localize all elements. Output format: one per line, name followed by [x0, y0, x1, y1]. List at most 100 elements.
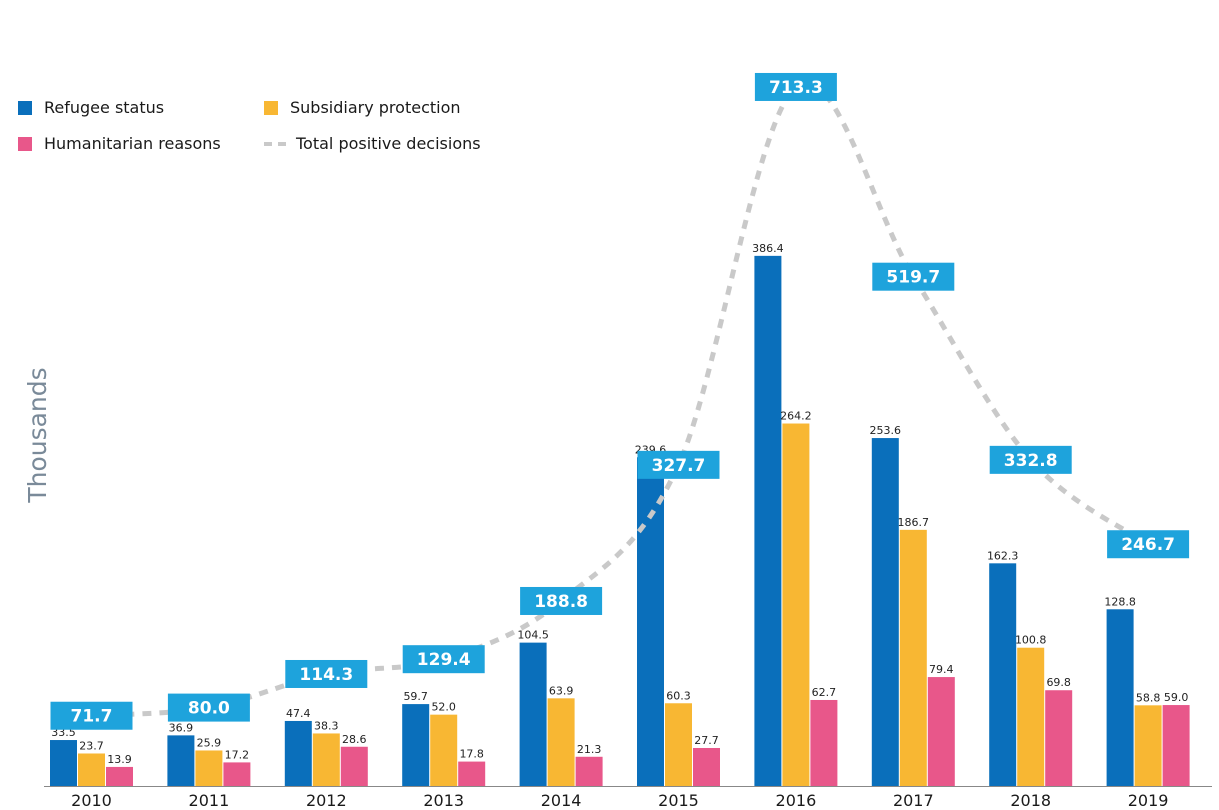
bar-subsidiary-protection-2012	[312, 733, 340, 786]
total-label-box	[637, 450, 720, 479]
total-label-box	[1107, 530, 1190, 559]
legend-label-refugee: Refugee status	[44, 98, 165, 117]
data-label: 17.8	[459, 748, 484, 761]
bar-refugee-status-2016	[754, 255, 782, 787]
total-label-box	[167, 693, 250, 722]
total-label-box	[50, 701, 133, 730]
total-label-text: 129.4	[417, 650, 471, 670]
x-tick-label: 2013	[423, 791, 464, 810]
legend-item-total: Total positive decisions	[264, 134, 481, 153]
data-label: 38.3	[314, 719, 339, 732]
bar-refugee-status-2019	[1106, 609, 1134, 786]
data-label: 28.6	[342, 733, 367, 746]
total-label-text: 519.7	[886, 268, 940, 288]
total-label-box	[872, 262, 955, 291]
total-label-2013: 129.4	[402, 645, 485, 674]
total-label-2015: 327.7	[637, 450, 720, 479]
x-tick-label: 2018	[1010, 791, 1051, 810]
x-tick-label: 2015	[658, 791, 699, 810]
legend-item-humanitarian: Humanitarian reasons	[18, 134, 221, 153]
total-label-2017: 519.7	[872, 262, 955, 291]
data-label: 36.9	[169, 721, 194, 734]
bar-refugee-status-2014	[519, 642, 547, 786]
data-label: 264.2	[780, 410, 812, 423]
bar-subsidiary-protection-2017	[899, 529, 927, 786]
bar-subsidiary-protection-2018	[1017, 647, 1045, 786]
data-label: 62.7	[812, 686, 837, 699]
bar-refugee-status-2017	[871, 438, 899, 786]
bar-humanitarian-reasons-2012	[340, 746, 368, 786]
bar-humanitarian-reasons-2010	[106, 766, 133, 786]
total-label-2012: 114.3	[285, 659, 368, 688]
legend-swatch-refugee	[18, 100, 32, 115]
bar-humanitarian-reasons-2011	[223, 762, 251, 786]
legend: Refugee status Subsidiary protection Hum…	[18, 98, 538, 158]
total-label-box	[520, 586, 603, 615]
total-label-box	[754, 72, 837, 101]
total-line-layer: 71.7 80.0 114.3 129.4 188.8 327.7 713.3 519.7 33…	[50, 72, 1190, 730]
x-tick-label: 2012	[306, 791, 347, 810]
legend-dash-total	[264, 141, 286, 146]
data-label: 47.4	[286, 707, 311, 720]
bar-humanitarian-reasons-2015	[693, 747, 720, 786]
x-tick-label: 2014	[541, 791, 582, 810]
data-label: 59.7	[403, 690, 428, 703]
data-label: 162.3	[987, 549, 1019, 562]
data-label: 17.2	[225, 748, 250, 761]
bar-refugee-status-2015	[637, 457, 664, 786]
bar-humanitarian-reasons-2018	[1045, 690, 1073, 786]
data-label: 25.9	[197, 736, 222, 749]
bar-humanitarian-reasons-2014	[575, 756, 603, 786]
total-label-2011: 80.0	[167, 693, 250, 722]
legend-item-refugee: Refugee status	[18, 98, 164, 117]
bar-refugee-status-2011	[167, 735, 195, 786]
total-label-text: 332.8	[1004, 451, 1058, 471]
total-label-2016: 713.3	[754, 72, 837, 101]
bar-humanitarian-reasons-2017	[927, 677, 955, 786]
total-label-text: 246.7	[1121, 535, 1175, 555]
data-label: 186.7	[898, 516, 930, 529]
total-label-2019: 246.7	[1107, 530, 1190, 559]
bar-humanitarian-reasons-2016	[810, 699, 838, 786]
data-label: 58.8	[1136, 691, 1161, 704]
data-label: 52.0	[431, 701, 456, 714]
total-label-box	[402, 645, 485, 674]
legend-label-total: Total positive decisions	[296, 134, 481, 153]
bar-subsidiary-protection-2019	[1134, 705, 1162, 786]
bar-subsidiary-protection-2014	[547, 698, 575, 786]
data-label: 100.8	[1015, 634, 1047, 647]
data-label: 128.8	[1104, 595, 1136, 608]
x-tick-label: 2010	[71, 791, 112, 810]
data-label: 63.9	[549, 684, 574, 697]
bar-subsidiary-protection-2013	[430, 714, 458, 786]
x-tick-label: 2016	[776, 791, 817, 810]
y-axis-label: Thousands	[23, 367, 52, 503]
total-label-2010: 71.7	[50, 701, 133, 730]
legend-label-subsidiary: Subsidiary protection	[290, 98, 461, 117]
x-tick-label: 2017	[893, 791, 934, 810]
x-axis: 2010 2011 2012 2013 2014 2015 2016 2017 2018 2019	[44, 786, 1212, 810]
data-label: 104.5	[517, 629, 549, 642]
data-label: 69.8	[1046, 676, 1071, 689]
data-label: 21.3	[577, 743, 602, 756]
bar-subsidiary-protection-2011	[195, 750, 223, 786]
bar-refugee-status-2018	[989, 563, 1017, 786]
total-label-text: 188.8	[534, 592, 588, 612]
bar-subsidiary-protection-2016	[782, 423, 810, 786]
bar-humanitarian-reasons-2013	[458, 761, 486, 786]
bar-subsidiary-protection-2015	[665, 703, 692, 786]
legend-swatch-humanitarian	[18, 136, 32, 151]
bar-refugee-status-2013	[402, 704, 430, 786]
data-label: 60.3	[666, 689, 691, 702]
total-label-text: 71.7	[71, 707, 113, 727]
total-label-text: 80.0	[188, 699, 230, 719]
total-label-text: 327.7	[652, 456, 706, 476]
data-label: 386.4	[752, 242, 784, 255]
data-label: 59.0	[1164, 691, 1189, 704]
data-label: 13.9	[107, 753, 132, 766]
bar-humanitarian-reasons-2019	[1162, 705, 1190, 786]
total-label-2014: 188.8	[520, 586, 603, 615]
data-label: 27.7	[694, 734, 719, 747]
x-tick-label: 2011	[189, 791, 230, 810]
